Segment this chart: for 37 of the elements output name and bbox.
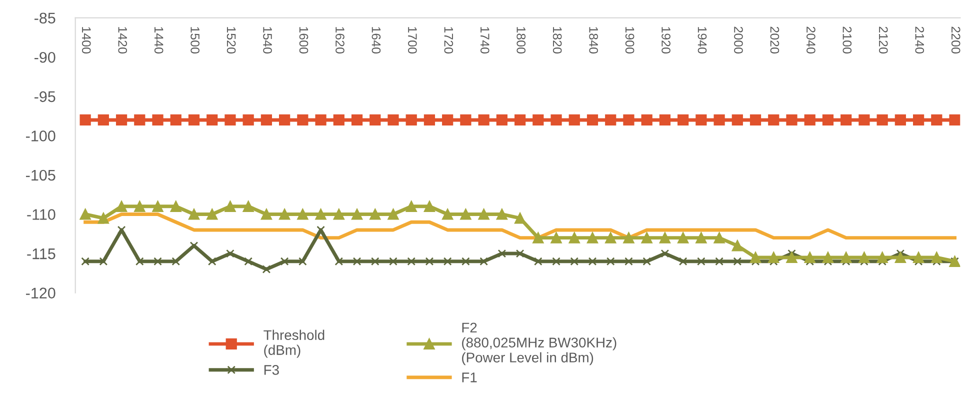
legend-label: Threshold (dBm) — [264, 330, 324, 358]
x-tick-label: 1920 — [662, 27, 670, 54]
x-tick-label: 1600 — [299, 27, 308, 54]
x-tick-label: 1640 — [372, 27, 381, 54]
y-tick-label: -105 — [26, 170, 56, 181]
y-tick-label: -85 — [34, 12, 56, 24]
y-tick-label: -95 — [34, 91, 56, 102]
y-tick-label: -90 — [34, 52, 56, 63]
y-tick-label: -120 — [26, 288, 56, 298]
x-tick-label: 1740 — [480, 27, 490, 54]
legend-label: F1 — [462, 372, 477, 382]
x-tick-label: 2100 — [842, 26, 852, 54]
x-tick-label: 1700 — [408, 27, 417, 54]
x-tick-label: 1720 — [444, 27, 454, 54]
x-tick-label: 1940 — [698, 27, 707, 54]
x-tick-label: 1800 — [516, 27, 526, 54]
x-tick-label: 2040 — [806, 26, 816, 54]
x-tick-label: 1520 — [226, 27, 236, 54]
x-tick-label: 1820 — [552, 27, 562, 54]
legend-label: F2 (880,025MHz BW30KHz) (Power Level in dBm) — [462, 322, 616, 366]
x-tick-label: 2020 — [770, 26, 780, 54]
y-tick-label: -110 — [27, 209, 56, 220]
x-tick-label: 1840 — [589, 27, 598, 54]
legend-label: F3 — [264, 365, 279, 375]
y-tick-label: -100 — [26, 130, 56, 142]
x-tick-label: 2200 — [951, 26, 960, 54]
x-tick-label: 2000 — [734, 26, 743, 54]
x-tick-label: 1620 — [336, 27, 344, 54]
x-tick-label: 2140 — [915, 26, 924, 54]
x-tick-label: 1420 — [118, 27, 128, 54]
x-tick-label: 1540 — [263, 27, 272, 54]
x-tick-label: 1400 — [82, 27, 91, 54]
x-tick-label: 1440 — [154, 27, 164, 54]
x-tick-label: 1900 — [625, 27, 634, 54]
y-tick-label: -115 — [27, 248, 56, 260]
x-tick-label: 2120 — [878, 26, 888, 54]
x-tick-label: 1500 — [190, 27, 200, 54]
